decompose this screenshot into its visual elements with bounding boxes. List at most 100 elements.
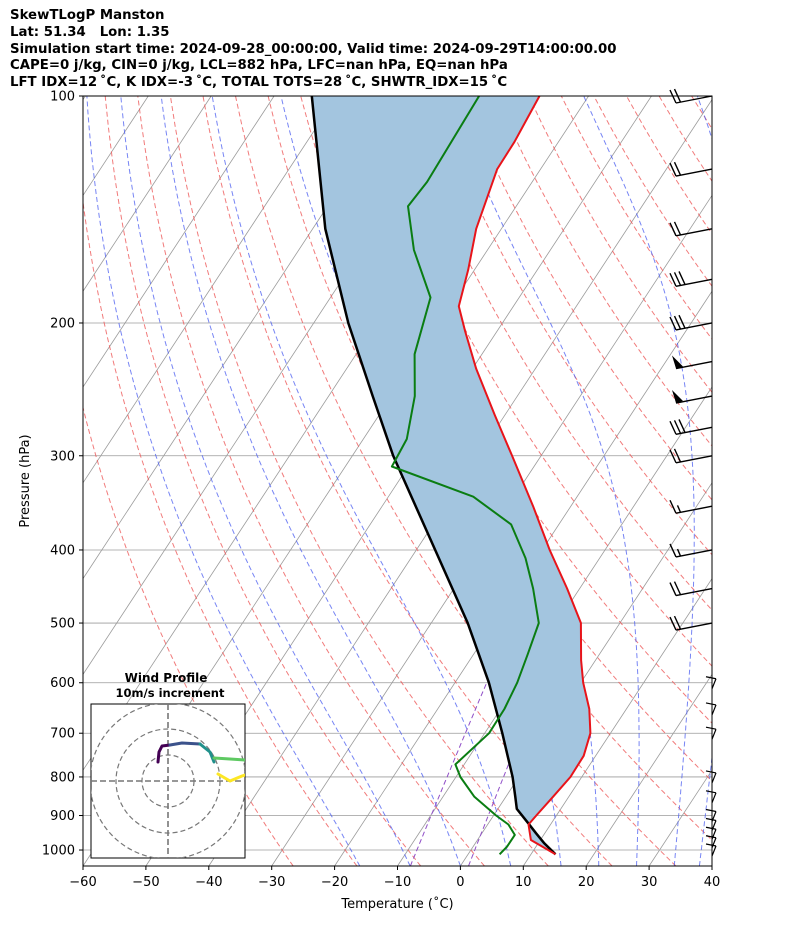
barb-feather: [669, 316, 677, 331]
barb-feather: [669, 420, 677, 435]
isotherm-line: [585, 673, 712, 866]
isotherm-line: [271, 194, 712, 866]
x-tick-label: −40: [195, 875, 222, 890]
barb-shaft: [711, 829, 717, 840]
barb-pennant: [672, 390, 683, 404]
barb-shaft: [675, 322, 713, 331]
dry-adiabat: [658, 96, 712, 183]
y-tick-label: 700: [50, 727, 75, 742]
y-tick-label: 500: [50, 617, 75, 632]
dry-adiabat: [137, 96, 485, 866]
barb-feather: [669, 222, 677, 237]
moist-adiabat: [86, 96, 361, 866]
wind-barb: [669, 314, 713, 331]
dry-adiabat: [104, 96, 422, 866]
isotherm-line: [83, 96, 212, 292]
barb-feather: [669, 272, 677, 287]
indices-line-1: CAPE=0 j/kg, CIN=0 j/kg, LCL=882 hPa, LF…: [10, 58, 508, 74]
barb-shaft: [675, 426, 713, 435]
wind-barb: [705, 770, 717, 784]
barb-shaft: [711, 729, 717, 740]
barb-feather: [673, 420, 682, 434]
barb-feather: [673, 161, 682, 176]
barb-shaft: [675, 395, 713, 404]
wind-barb: [705, 843, 717, 857]
x-tick-label: −20: [321, 875, 348, 890]
isotherm-line: [83, 96, 86, 101]
barb-shaft: [711, 820, 717, 831]
x-tick-label: −10: [384, 875, 411, 890]
barb-feather: [669, 616, 677, 631]
barb-feather: [673, 221, 682, 236]
barb-shaft: [675, 278, 713, 287]
barb-shaft: [675, 455, 713, 464]
x-tick-label: 40: [704, 875, 721, 890]
wind-barb: [705, 702, 717, 716]
barb-shaft: [675, 228, 713, 237]
moist-adiabat: [447, 96, 640, 866]
y-tick-label: 100: [50, 90, 75, 105]
moist-adiabat: [696, 96, 712, 866]
wind-barb: [705, 808, 717, 822]
barb-flag: [705, 817, 717, 822]
wind-barb: [705, 817, 717, 831]
barb-feather: [669, 499, 677, 514]
barb-shaft: [711, 678, 717, 689]
moist-adiabat: [583, 96, 695, 866]
barb-shaft: [711, 837, 717, 848]
hodograph-trace: [212, 756, 245, 762]
dry-adiabat: [169, 96, 549, 866]
y-tick-label: 300: [50, 449, 75, 464]
isotherm-line: [83, 96, 401, 580]
barb-flag: [705, 808, 717, 813]
barb-feather: [669, 162, 677, 177]
wind-barb: [669, 499, 713, 514]
x-tick-label: −30: [258, 875, 285, 890]
barb-shaft: [675, 587, 713, 597]
moist-adiabat: [120, 96, 411, 866]
wind-barb: [669, 615, 713, 631]
barb-shaft: [675, 95, 713, 104]
wind-barb: [705, 726, 717, 740]
barb-shaft: [711, 845, 717, 857]
barb-shaft: [711, 772, 717, 784]
wind-barb: [705, 790, 717, 804]
indices-line-2: LFT IDX=12 ˚C, K IDX=-3 ˚C, TOTAL TOTS=2…: [10, 75, 508, 91]
wind-barb: [669, 419, 713, 435]
dry-adiabat: [83, 405, 294, 866]
x-tick-label: 0: [456, 875, 464, 890]
barb-flag: [705, 826, 717, 830]
barb-shaft: [675, 505, 713, 514]
dry-adiabat: [757, 96, 794, 866]
y-axis-label: Pressure (hPa): [18, 434, 33, 527]
x-axis-label: Temperature (˚C): [340, 896, 453, 912]
mixing-ratio-line: [409, 682, 488, 866]
wind-barb: [669, 581, 713, 597]
wind-barb: [705, 676, 717, 689]
x-tick-label: 30: [641, 875, 658, 890]
y-tick-label: 900: [50, 809, 75, 824]
barb-flag: [705, 702, 717, 706]
isotherm-line: [711, 865, 712, 866]
location-line: Lat: 51.34 Lon: 1.35: [10, 24, 170, 40]
isotherm-line: [775, 96, 794, 866]
wind-barb: [669, 271, 713, 287]
dry-adiabat: [365, 96, 712, 667]
y-tick-label: 600: [50, 676, 75, 691]
barb-feather: [669, 582, 677, 596]
wind-barb: [669, 161, 713, 177]
barb-flag: [705, 790, 717, 794]
barb-half-feather: [676, 505, 682, 513]
y-tick-label: 400: [50, 543, 75, 558]
x-tick-label: 10: [515, 875, 532, 890]
barb-feather: [678, 271, 686, 285]
cin-cape-shade: [311, 96, 591, 855]
dewpoint-line: [390, 96, 540, 855]
isotherm-line: [334, 290, 712, 866]
wind-barb: [705, 835, 717, 848]
dry-adiabat: [560, 96, 712, 340]
moist-adiabat: [160, 96, 461, 866]
dry-adiabat: [691, 96, 712, 130]
barb-shaft: [675, 622, 713, 631]
